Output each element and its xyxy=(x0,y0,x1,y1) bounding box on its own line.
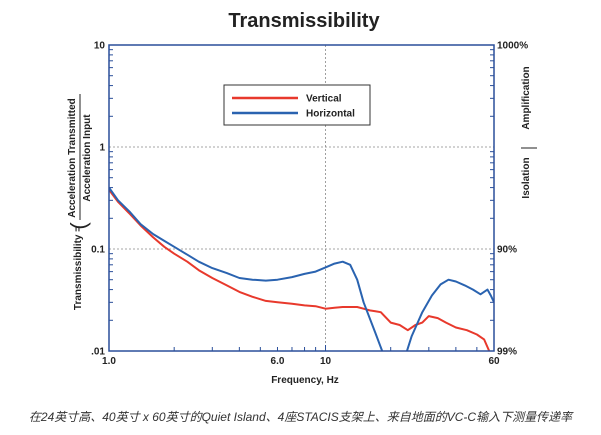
legend: Vertical Horizontal xyxy=(223,84,371,126)
legend-label-vertical: Vertical xyxy=(306,94,342,105)
right-label-isolation: Isolation xyxy=(521,157,532,198)
right-tick-label: 1000% xyxy=(497,41,528,52)
right-label-amplification: Amplification xyxy=(521,66,532,129)
figure-caption: 在24英寸高、40英寸 x 60英寸的Quiet Island、4座STACIS… xyxy=(28,410,573,424)
plot-frame xyxy=(108,44,495,352)
grid-lines xyxy=(109,45,494,351)
y-tick-label: 0.1 xyxy=(91,245,105,256)
y-axis-right: 1000% 90% 99% xyxy=(497,41,528,358)
y-tick-label: 10 xyxy=(94,41,106,52)
x-axis-label: Frequency, Hz xyxy=(271,375,339,386)
x-tick-label: 10 xyxy=(320,356,332,367)
x-tick-label: 1.0 xyxy=(102,356,116,367)
right-tick-label: 90% xyxy=(497,245,517,256)
legend-box xyxy=(223,84,371,126)
y-axis-label: Transmissibility = ( Acceleration Transm… xyxy=(66,94,93,310)
y-axis-left: 10 1 0.1 .01 xyxy=(91,41,494,358)
y-axis-label-paren: ( xyxy=(66,222,91,230)
plot-series xyxy=(109,187,494,351)
y-axis-label-prefix: Transmissibility = xyxy=(73,226,84,310)
chart-title: Transmissibility xyxy=(228,10,380,32)
transmissibility-chart: Transmissibility 1.0 6.0 10 60 10 1 0.1 .01 10… xyxy=(66,10,537,386)
legend-label-horizontal: Horizontal xyxy=(306,109,355,120)
series-line-horizontal xyxy=(109,187,494,351)
y-axis-label-numerator: Acceleration Transmitted xyxy=(67,98,78,217)
series-line-vertical xyxy=(109,189,491,351)
right-tick-label: 99% xyxy=(497,347,517,358)
x-tick-label: 60 xyxy=(488,356,500,367)
x-tick-label: 6.0 xyxy=(271,356,285,367)
y-axis-label-denominator: Acceleration Input xyxy=(82,114,93,202)
y-tick-label: .01 xyxy=(91,347,105,358)
x-axis: 1.0 6.0 10 60 xyxy=(102,345,500,367)
y-tick-label: 1 xyxy=(99,143,105,154)
